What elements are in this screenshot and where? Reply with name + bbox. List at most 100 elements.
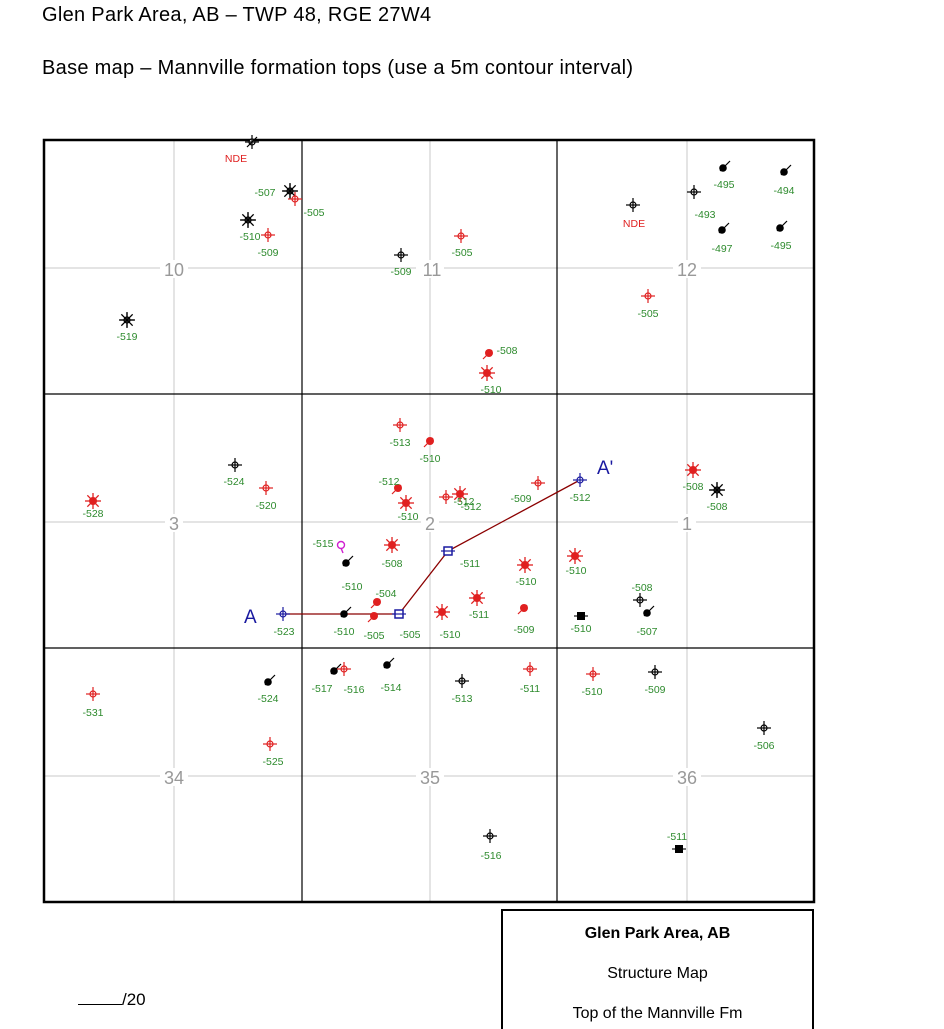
well-value-label: -507: [636, 626, 657, 638]
well-value-label: -495: [713, 179, 734, 191]
abandoned-well-icon: [282, 183, 298, 199]
well-value-label: -510: [581, 686, 602, 698]
abandoned-well-icon: [119, 312, 135, 328]
well-marker: -510: [565, 548, 587, 577]
well-marker: -509: [390, 248, 412, 278]
well-marker: -513: [389, 418, 411, 449]
red-gas-well-icon: [567, 548, 583, 564]
page-subtitle: Base map – Mannville formation tops (use…: [42, 57, 634, 79]
well-value-label: -520: [255, 500, 276, 512]
well-value-label: -510: [570, 623, 591, 635]
abandoned-well-icon: [709, 482, 725, 498]
red-well-icon: [259, 481, 273, 495]
section-label-3: 3: [169, 514, 179, 534]
red-gas-well-icon: [85, 493, 101, 509]
red-well-icon: [393, 418, 407, 432]
red-oil-well-icon: [367, 612, 378, 623]
well-value-label: -528: [82, 508, 103, 520]
dry-hole-icon: [245, 135, 259, 149]
red-gas-well-icon: [685, 462, 701, 478]
score-field: /20: [78, 990, 146, 1010]
well-marker: -516: [480, 829, 502, 862]
well-marker: -514: [380, 657, 402, 694]
well-marker: -511: [520, 662, 540, 695]
well-marker: -508: [682, 462, 704, 493]
oil-well-icon: [776, 220, 788, 232]
well-value-label: -509: [257, 247, 278, 259]
well-value-label: -513: [389, 437, 410, 449]
section-start-icon: [276, 607, 290, 621]
well-marker: -510: [341, 555, 363, 593]
section-label-35: 35: [420, 768, 440, 788]
section-end-icon: [573, 473, 587, 487]
well-value-label: -510: [397, 511, 418, 523]
red-well-icon: [337, 662, 351, 676]
well-marker: -509: [513, 604, 535, 636]
map-border: [42, 138, 816, 904]
well-value-label: -508: [631, 582, 652, 594]
score-blank[interactable]: [78, 990, 122, 1005]
well-marker: -519: [116, 312, 138, 343]
section-label-12: 12: [677, 260, 697, 280]
red-gas-well-icon: [479, 365, 495, 381]
magenta-well-icon: [336, 540, 346, 554]
well-value-label: -510: [565, 565, 586, 577]
well-value-label: -512: [460, 501, 481, 513]
well-marker: -512: [439, 490, 482, 513]
well-marker: -525: [262, 737, 284, 768]
black-oil-well-icon: [264, 674, 276, 686]
red-gas-well-icon: [517, 557, 533, 573]
well-value-label: -516: [480, 850, 501, 862]
well-value-label: -510: [341, 581, 362, 593]
well-value-label: -510: [515, 576, 536, 588]
well-value-label: -510: [439, 629, 460, 641]
well-marker: -511: [667, 831, 687, 853]
well-value-label: -510: [419, 453, 440, 465]
well-marker: -528: [82, 493, 104, 520]
well-value-label: -494: [773, 185, 794, 197]
well-marker: -510: [581, 667, 603, 698]
well-value-label: -497: [711, 243, 732, 255]
well-marker: -508: [631, 582, 653, 607]
title-block-area: Glen Park Area, AB: [584, 925, 731, 942]
well-value-label: -512: [569, 492, 590, 504]
black-oil-well-icon: [383, 657, 395, 669]
section-label-36: 36: [677, 768, 697, 788]
well-marker: -510: [515, 557, 537, 588]
section-label-10: 10: [164, 260, 184, 280]
well-marker: -510: [570, 612, 592, 635]
well-value-label: -508: [381, 558, 402, 570]
section-labels: 10 11 12 3 2 1 34 35 36: [160, 260, 701, 788]
well-marker: -517: [311, 663, 342, 695]
well-marker: -497: [711, 222, 733, 255]
page-title: Glen Park Area, AB – TWP 48, RGE 27W4: [42, 4, 432, 26]
well-value-label: -516: [343, 684, 364, 696]
title-block-horizon: Top of the Mannville Fm: [572, 1005, 743, 1022]
well-value-label: -507: [254, 187, 275, 199]
well-value-label: -513: [451, 693, 472, 705]
well-marker: -531: [82, 687, 104, 719]
red-oil-well-icon: [370, 598, 381, 609]
well-value-label: -512: [453, 496, 474, 508]
red-well-icon: [641, 289, 655, 303]
well-value-label: -495: [770, 240, 791, 252]
well-value-label: NDE: [225, 153, 247, 165]
well-value-label: -505: [451, 247, 472, 259]
well-marker: -494: [773, 164, 795, 197]
well-value-label: -524: [223, 476, 244, 488]
well-value-label: -531: [82, 707, 103, 719]
red-gas-well-icon: [469, 590, 485, 606]
red-oil-well-icon: [423, 437, 434, 448]
well-marker: -510: [479, 365, 502, 396]
location-icon: [757, 721, 771, 735]
well-marker: -505: [288, 192, 325, 219]
well-marker: -507: [254, 183, 298, 199]
oil-well-icon: [780, 164, 792, 176]
section-lines: [44, 140, 814, 902]
black-oil-well-icon: [342, 555, 354, 567]
well-marker: -512: [378, 476, 402, 495]
location-icon: [483, 829, 497, 843]
well-marker: -493: [687, 185, 716, 221]
well-marker: -495: [770, 220, 792, 252]
well-value-label: -508: [706, 501, 727, 513]
